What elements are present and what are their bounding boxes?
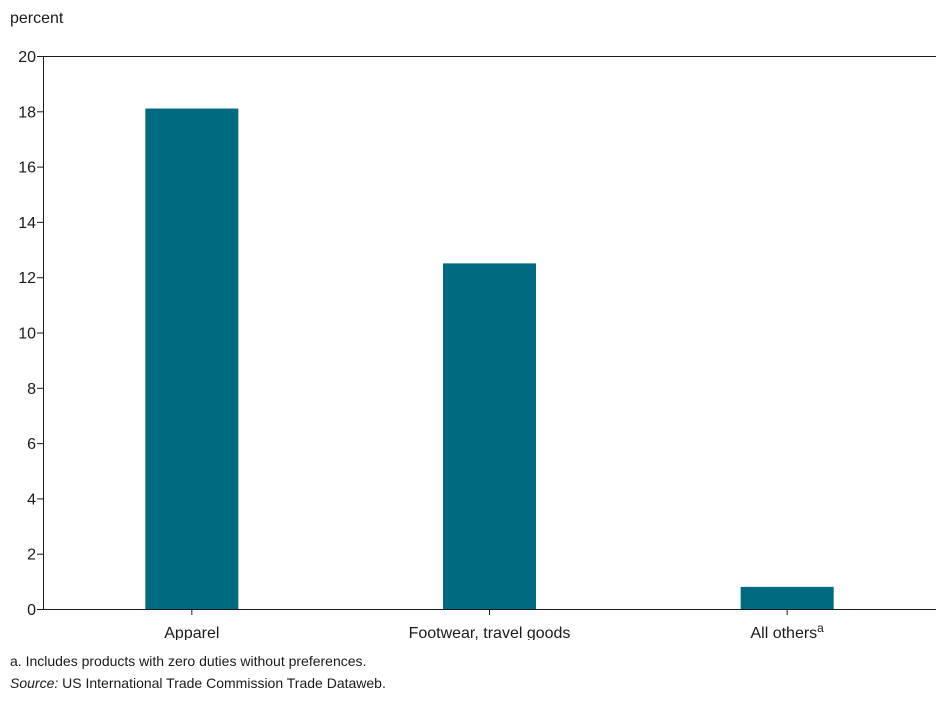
x-tick-label-superscript: a bbox=[817, 621, 824, 635]
x-tick-label: Footwear, travel goods bbox=[409, 625, 571, 640]
y-axis-ticks: 0 2 4 6 8 10 12 14 16 18 20 bbox=[18, 49, 43, 619]
y-tick-label: 12 bbox=[18, 270, 36, 287]
y-tick-label: 2 bbox=[27, 547, 36, 564]
y-tick-label: 20 bbox=[18, 49, 36, 66]
y-axis-label: percent bbox=[10, 10, 64, 27]
x-tick-label-text: Apparel bbox=[164, 625, 219, 640]
y-tick-label: 6 bbox=[27, 436, 36, 453]
y-tick-label: 10 bbox=[18, 326, 36, 343]
bars bbox=[145, 108, 834, 609]
bar-chart: percent 0 2 4 6 8 10 12 14 16 18 20 Apparel Footwea… bbox=[10, 10, 936, 640]
y-tick-label: 18 bbox=[18, 104, 36, 121]
y-tick-label: 0 bbox=[27, 602, 36, 619]
y-tick-label: 8 bbox=[27, 381, 36, 398]
y-tick-label: 14 bbox=[18, 215, 36, 232]
chart-footnotes: a. Includes products with zero duties wi… bbox=[10, 650, 920, 694]
source-label: Source: bbox=[10, 675, 59, 691]
y-tick-label: 16 bbox=[18, 160, 36, 177]
x-tick-label: Apparel bbox=[164, 625, 219, 640]
bar-2 bbox=[740, 586, 834, 609]
x-axis-labels: Apparel Footwear, travel goods All othersa bbox=[164, 609, 824, 640]
x-tick-label-text: All others bbox=[750, 625, 817, 640]
source-text: US International Trade Commission Trade … bbox=[62, 675, 386, 691]
x-tick-label-text: Footwear, travel goods bbox=[409, 625, 571, 640]
bar-0 bbox=[145, 108, 239, 609]
x-tick-label: All othersa bbox=[750, 621, 824, 640]
footnote-a: a. Includes products with zero duties wi… bbox=[10, 653, 367, 669]
y-tick-label: 4 bbox=[27, 491, 36, 508]
bar-1 bbox=[443, 263, 536, 609]
source-note: Source: US International Trade Commissio… bbox=[10, 672, 920, 694]
